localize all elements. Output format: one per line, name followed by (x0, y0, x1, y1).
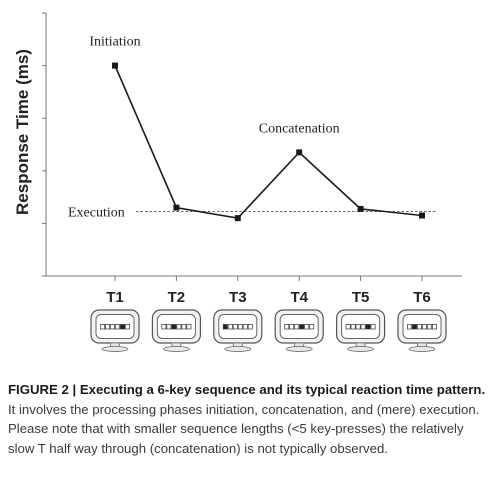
key (227, 324, 233, 330)
reaction-time-chart: Response Time (ms) Execution Initiation C… (13, 12, 462, 352)
key (125, 324, 130, 330)
key (237, 324, 243, 330)
key (294, 324, 300, 330)
key (247, 324, 253, 330)
key (360, 324, 366, 330)
key (304, 324, 310, 330)
monitor-screen (156, 314, 196, 339)
key (345, 324, 351, 330)
x-tick-label: T1 (106, 289, 124, 306)
key-active (171, 324, 177, 330)
key-active (299, 324, 305, 330)
monitor-screen (95, 314, 135, 339)
x-tick-label: T4 (290, 289, 308, 306)
series-line (112, 62, 425, 222)
key (110, 324, 115, 330)
key (432, 324, 437, 330)
axes (42, 12, 462, 281)
key-active (120, 324, 125, 330)
x-tick-labels: T1 T2 T3 T4 T5 T6 (106, 289, 431, 306)
key (427, 324, 432, 330)
monitor-screen (402, 314, 442, 339)
data-point-t3 (234, 215, 241, 222)
key (232, 324, 238, 330)
key (161, 324, 167, 330)
figure-caption: FIGURE 2 | Executing a 6-key sequence an… (8, 380, 492, 458)
x-tick-label: T3 (229, 289, 247, 306)
execution-label: Execution (68, 206, 125, 221)
key (355, 324, 361, 330)
data-point-t1 (112, 62, 118, 69)
monitor-base (224, 346, 252, 352)
monitor-t4 (274, 309, 324, 352)
annotation-initiation: Initiation (89, 35, 140, 50)
key (422, 324, 427, 330)
monitor-base (101, 346, 129, 352)
monitor-base (162, 346, 190, 352)
data-point-t4 (296, 149, 303, 156)
series-path (114, 65, 423, 220)
x-tick-label: T2 (168, 289, 186, 306)
monitor-screen (341, 314, 381, 339)
key (181, 324, 187, 330)
key (105, 324, 110, 330)
monitor-t3 (213, 309, 263, 352)
key-active (365, 324, 371, 330)
key (115, 324, 120, 330)
key (350, 324, 356, 330)
y-axis-label: Response Time (ms) (13, 49, 32, 215)
monitor-t2 (151, 309, 201, 352)
key (284, 324, 290, 330)
key (417, 324, 422, 330)
data-point-t6 (419, 212, 425, 219)
data-point-t5 (357, 205, 364, 212)
annotations: Initiation Concatenation (89, 35, 339, 137)
monitor-base (347, 346, 375, 352)
key-active (412, 324, 417, 330)
key (370, 324, 376, 330)
monitor-t1 (90, 309, 140, 352)
caption-label: FIGURE 2 | Executing a 6-key sequence an… (8, 382, 486, 397)
key (289, 324, 295, 330)
x-tick-label: T6 (413, 289, 431, 306)
monitor-t5 (336, 309, 386, 352)
key-active (222, 324, 228, 330)
key (242, 324, 248, 330)
monitor-base (285, 346, 313, 352)
annotation-concatenation: Concatenation (259, 121, 340, 136)
monitor-screen (218, 314, 258, 339)
monitor-t6 (397, 309, 447, 352)
monitor-base (408, 346, 436, 352)
x-tick-label: T5 (352, 289, 370, 306)
key-displays (90, 309, 447, 352)
key (186, 324, 192, 330)
monitor-screen (279, 314, 319, 339)
data-point-t2 (173, 204, 180, 211)
key (166, 324, 172, 330)
key (176, 324, 182, 330)
key (309, 324, 315, 330)
caption-text: It involves the processing phases initia… (8, 401, 480, 456)
execution-reference-line: Execution (68, 206, 436, 221)
key (407, 324, 412, 330)
key (100, 324, 105, 330)
